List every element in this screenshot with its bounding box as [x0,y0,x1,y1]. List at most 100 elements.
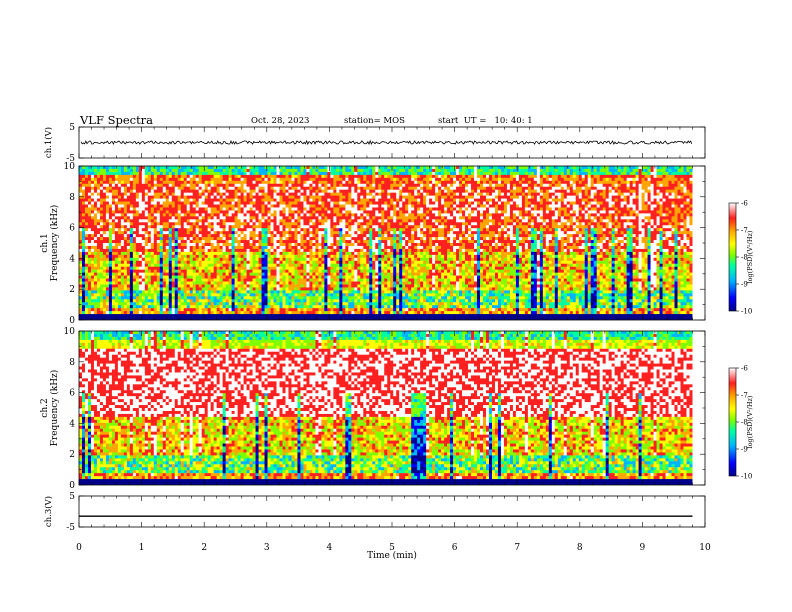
spectrogram-cell [279,245,283,250]
spectrogram-cell [276,180,280,185]
spectrogram-cell [252,251,256,256]
spectrogram-cell [330,251,334,256]
spectrogram-cell [207,240,212,244]
spectrogram-cell [96,219,101,223]
spectrogram-cell [273,166,277,170]
spectrogram-cell [312,216,316,220]
spectrogram-cell [264,296,268,300]
spectrogram-cell [87,272,92,276]
spectrogram-cell [102,287,107,291]
spectrogram-cell [342,222,346,226]
spectrogram-cell [79,231,83,235]
spectrogram-cell [204,284,209,288]
spectrogram-cell [315,210,319,214]
spectrogram-cell [120,317,125,320]
spectrogram-cell [180,311,185,315]
spectrogram-cell [144,222,149,226]
spectrogram-cell [243,314,247,318]
spectrogram-cell [342,287,346,291]
spectrogram-cell [123,222,128,226]
spectrogram-cell [192,180,197,185]
spectrogram-cell [291,296,295,300]
spectrogram-cell [279,219,283,223]
spectrogram-cell [342,296,346,300]
spectrogram-cell [141,314,146,318]
spectrogram-cell [135,207,140,211]
spectrogram-cell [351,240,355,244]
spectrogram-cell [177,201,182,205]
spectrogram-cell [147,243,152,247]
spectrogram-cell [79,192,83,197]
spectrogram-cell [117,263,122,268]
spectrogram-cell [309,234,313,238]
spectrogram-cell [264,317,268,320]
spectrogram-cell [99,311,104,315]
spectrogram-cell [120,266,125,271]
spectrogram-cell [123,278,128,282]
spectrogram-cell [99,245,104,250]
spectrogram-cell [333,171,337,176]
spectrogram-cell [114,198,119,202]
spectrogram-cell [219,293,224,297]
spectrogram-cell [318,311,322,315]
spectrogram-cell [219,207,224,211]
spectrogram-cell [183,216,188,220]
spectrogram-cell [102,234,107,238]
spectrogram-cell [333,198,337,202]
spectrogram-cell [276,254,280,259]
spectrogram-cell [114,266,119,271]
spectrogram-cell [207,201,212,205]
spectrogram-cell [174,243,179,247]
spectrogram-cell [111,171,116,176]
spectrogram-cell [273,228,277,232]
spectrogram-cell [219,237,224,241]
spectrogram-cell [141,225,146,229]
spectrogram-cell [135,275,140,279]
spectrogram-cell [216,237,221,241]
spectrogram-cell [300,251,304,256]
spectrogram-cell [345,284,349,288]
spectrogram-cell [183,299,188,303]
spectrogram-cell [219,168,224,173]
spectrogram-cell [198,228,203,232]
spectrogram-cell [120,213,125,217]
spectrogram-cell [126,269,131,274]
spectrogram-cell [312,180,316,185]
spectrogram-cell [327,174,331,179]
spectrogram-cell [303,171,307,176]
spectrogram-cell [288,243,292,247]
spectrogram-cell [171,216,176,220]
spectrogram-cell [234,308,238,312]
spectrogram-cell [120,219,125,223]
spectrogram-cell [141,251,146,256]
spectrogram-cell [129,299,134,303]
spectrogram-cell [93,234,98,238]
spectrogram-cell [81,192,86,197]
spectrogram-cell [348,195,352,199]
spectrogram-cell [79,183,83,188]
spectrogram-cell [156,281,161,285]
spectrogram-cell [249,272,253,276]
spectrogram-cell [81,296,86,300]
spectrogram-cell [171,228,176,232]
spectrogram-cell [336,207,340,211]
spectrogram-cell [180,317,185,320]
spectrogram-cell [165,299,170,303]
spectrogram-cell [135,251,140,256]
spectrogram-cell [150,166,155,170]
spectrogram-cell [330,225,334,229]
spectrogram-cell [192,240,197,244]
spectrogram-cell [327,278,331,282]
spectrogram-cell [165,266,170,271]
spectrogram-cell [357,251,361,256]
spectrogram-cell [243,210,247,214]
spectrogram-cell [246,195,250,199]
spectrogram-cell [96,248,101,253]
spectrogram-cell [168,263,173,268]
spectrogram-cell [234,269,238,274]
spectrogram-cell [132,245,137,250]
spectrogram-cell [321,305,325,309]
spectrogram-cell [243,201,247,205]
spectrogram-cell [222,260,227,265]
spectrogram-cell [120,192,125,197]
